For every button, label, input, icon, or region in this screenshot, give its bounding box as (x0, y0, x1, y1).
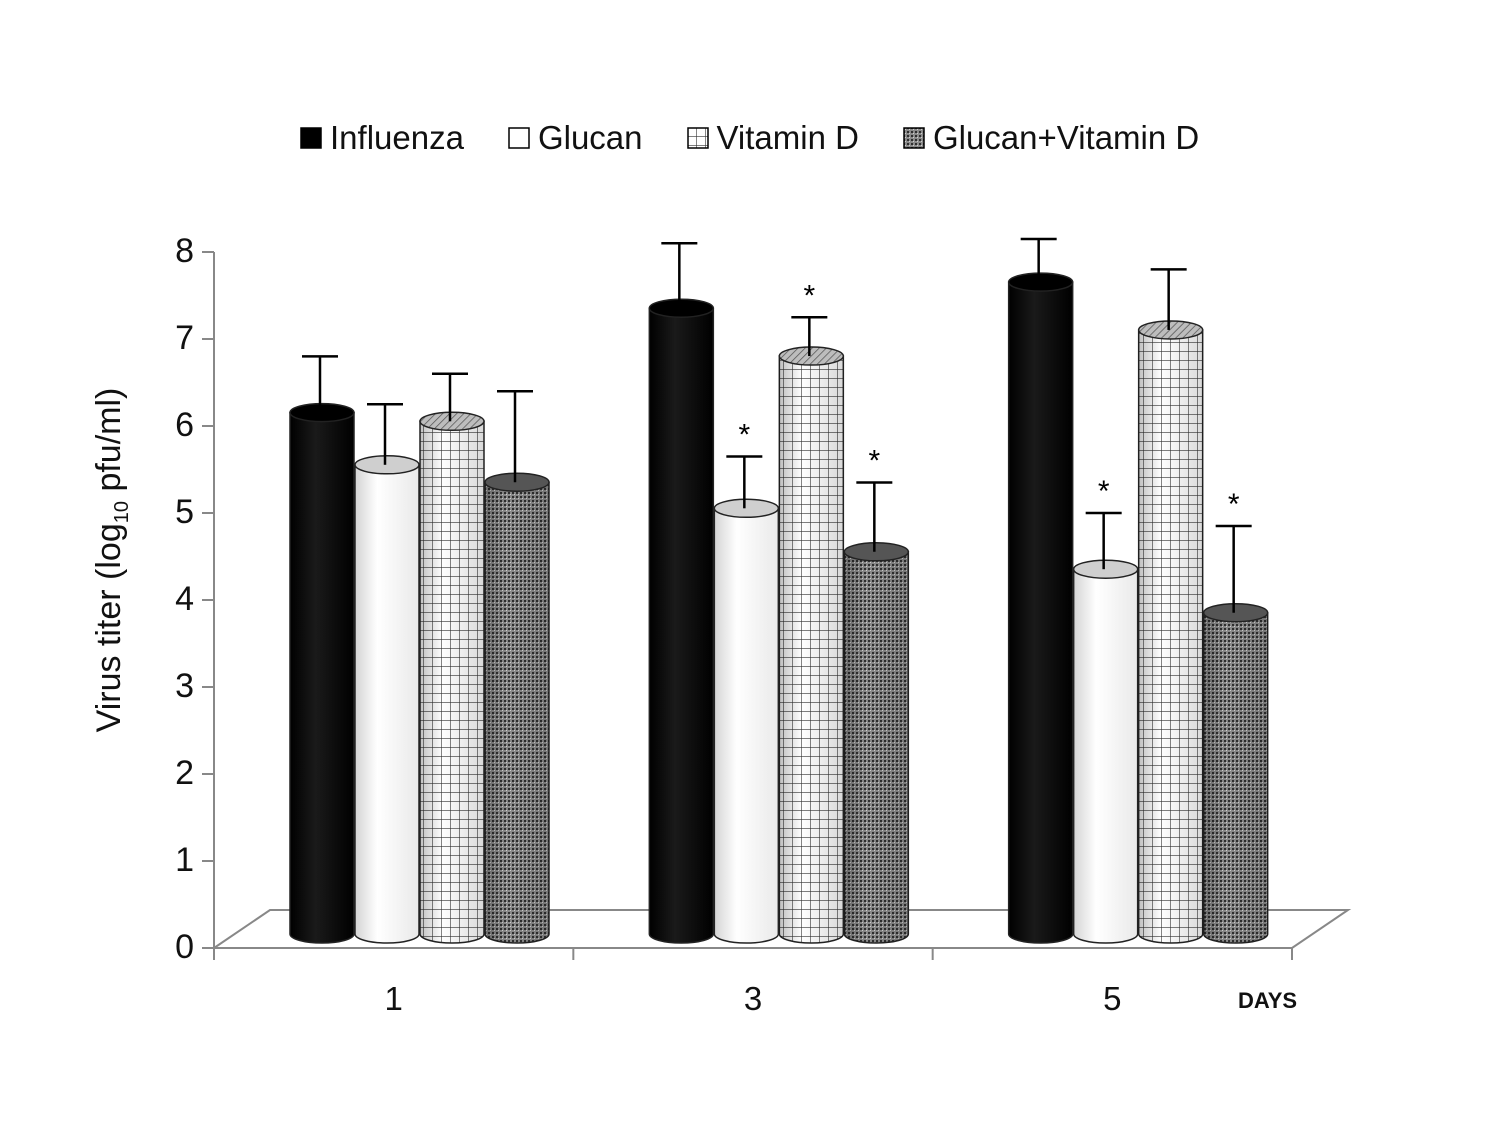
bar (354, 403, 420, 944)
bar (648, 242, 715, 944)
bar-top (1007, 272, 1074, 292)
bar-top (289, 402, 355, 423)
legend-item: Glucan+Vitamin D (903, 118, 1199, 158)
bar: * (778, 279, 845, 944)
bar-shading (1203, 612, 1268, 943)
bar-top (484, 472, 550, 492)
bars: * * * * * (289, 237, 1269, 944)
bar-top (354, 455, 420, 475)
significance-marker: * (803, 279, 815, 312)
legend-item: Influenza (300, 118, 464, 158)
bar-shading (844, 551, 909, 943)
bar-top (1072, 559, 1139, 579)
bar-shading (485, 482, 549, 943)
y-tick-label: 1 (175, 841, 194, 879)
legend-label: Glucan+Vitamin D (932, 119, 1200, 156)
legend-label: Influenza (330, 119, 464, 156)
legend: Influenza Glucan Vitamin D Glucan+Vitamin D (300, 118, 1243, 158)
bar (1137, 268, 1204, 944)
bar-top (713, 498, 780, 519)
y-tick-label: 5 (175, 493, 194, 531)
y-tick-label: 6 (175, 406, 194, 444)
x-tick-label: 5 (1103, 980, 1122, 1017)
bar (419, 372, 485, 944)
bar-body (289, 411, 355, 944)
y-tick-label: 4 (175, 580, 194, 618)
y-tick-label: 0 (175, 928, 194, 966)
bar-shading (420, 421, 484, 943)
bar-body (1072, 568, 1139, 944)
y-tick-label: 8 (175, 232, 194, 270)
bar (484, 389, 550, 944)
bar (289, 355, 355, 944)
legend-swatch (903, 127, 925, 149)
legend-label: Vitamin D (716, 119, 859, 156)
legend-item: Vitamin D (686, 118, 859, 158)
bar-body (713, 507, 780, 944)
bar: * (713, 418, 780, 944)
legend-label: Glucan (537, 119, 643, 156)
bar-shading (779, 356, 844, 943)
bar-body (354, 464, 420, 944)
bar-top (419, 411, 485, 432)
bar-top (1202, 602, 1269, 623)
bar-top (1137, 320, 1204, 340)
y-tick-label: 2 (175, 754, 194, 792)
significance-marker: * (738, 418, 750, 451)
bar-shading (1138, 329, 1203, 943)
bar-body (648, 307, 715, 944)
x-tick-label: 3 (743, 980, 763, 1017)
bar (1007, 237, 1074, 944)
bar: * (1072, 475, 1139, 944)
legend-swatch (686, 127, 709, 149)
bar: * (843, 445, 910, 944)
x-axis-title: DAYS (1238, 988, 1298, 1013)
bar-top (843, 542, 910, 562)
y-tick-label: 7 (175, 319, 194, 357)
legend-item: Glucan (508, 118, 643, 158)
bar: * (1202, 488, 1269, 944)
bar-top (778, 346, 845, 366)
significance-marker: * (868, 445, 880, 478)
bar-top (648, 298, 715, 318)
axes (202, 251, 1352, 960)
significance-marker: * (1098, 475, 1110, 508)
legend-swatch (508, 127, 530, 149)
significance-marker: * (1228, 488, 1240, 521)
legend-swatch (300, 127, 322, 149)
x-tick-label: 1 (384, 980, 403, 1017)
bar-body (1007, 281, 1074, 944)
y-tick-label: 3 (175, 667, 194, 705)
y-axis-label: Virus titer (log10 pfu/ml) (90, 387, 133, 733)
